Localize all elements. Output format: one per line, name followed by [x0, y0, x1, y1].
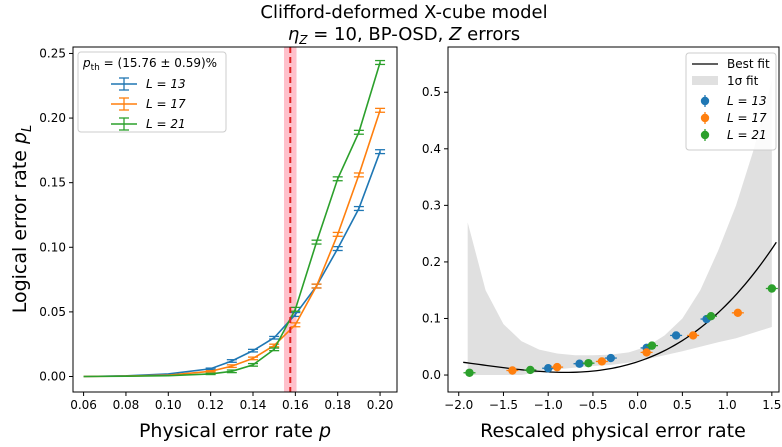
- right-x-tick-label: −0.5: [578, 398, 607, 412]
- right-legend-label: L = 21: [727, 128, 767, 142]
- right-y-tick-label: 0.1: [422, 311, 441, 325]
- right-y-tick-label: 0.5: [422, 85, 441, 99]
- title-mid: = 10, BP-OSD,: [308, 24, 450, 45]
- left-series-1: [83, 149, 386, 378]
- title-z: Z: [448, 24, 462, 45]
- left-x-tick-label: 0.20: [367, 398, 394, 412]
- left-series-line: [83, 62, 381, 378]
- right-x-tick-label: 0.5: [673, 398, 692, 412]
- right-x-label: Rescaled physical error rate: [480, 420, 746, 442]
- right-data-point: [543, 364, 553, 373]
- right-x-tick-label: 1.0: [718, 398, 737, 412]
- right-data-point: [733, 308, 743, 318]
- left-y-ticks: 0.00 0.05 0.10 0.15 0.20 0.25: [39, 46, 73, 383]
- figure-title-line1: Clifford-deformed X-cube model: [260, 2, 547, 23]
- left-legend-item: L = 17: [111, 97, 186, 111]
- right-x-tick-label: −1.5: [489, 398, 518, 412]
- left-series-lines: [83, 59, 386, 378]
- right-data-point: [597, 357, 607, 366]
- right-y-tick-label: 0.3: [422, 198, 441, 212]
- right-data-point: [465, 368, 474, 377]
- right-fit-band: [467, 80, 772, 376]
- left-x-tick-label: 0.10: [155, 398, 182, 412]
- left-legend-title: pth = (15.76 ± 0.59)%: [82, 56, 217, 73]
- right-series-2: [506, 308, 744, 375]
- right-x-ticks: −2.0 −1.5 −1.0 −0.5 0.0 0.5 1.0 1.5: [444, 392, 781, 412]
- right-legend-label: 1σ fit: [727, 74, 759, 88]
- right-legend-item-fit: Best fit: [692, 57, 770, 71]
- left-y-label: Logical error rate pL: [9, 125, 35, 314]
- left-x-tick-label: 0.12: [197, 398, 224, 412]
- left-axes-frame: [72, 46, 398, 393]
- right-y-tick-label: 0.4: [422, 142, 441, 156]
- left-legend-label: L = 21: [146, 117, 186, 131]
- right-data-point: [767, 284, 777, 293]
- left-legend-box: [77, 51, 227, 133]
- right-y-tick-label: 0.2: [422, 255, 441, 269]
- right-data-point: [642, 348, 651, 357]
- right-axes-frame: [447, 46, 780, 393]
- left-series-2: [83, 107, 386, 378]
- left-y-tick-label: 0.10: [39, 240, 66, 254]
- right-data-point: [584, 358, 593, 368]
- left-y-tick-label: 0.15: [39, 176, 66, 190]
- right-data-point: [575, 359, 584, 368]
- right-legend-label: L = 17: [727, 111, 767, 125]
- right-data-point: [526, 365, 535, 375]
- right-x-tick-label: −1.0: [534, 398, 563, 412]
- right-legend-item-band: 1σ fit: [692, 74, 759, 88]
- left-y-tick-label: 0.05: [39, 305, 66, 319]
- right-series-3: [463, 284, 778, 377]
- right-legend-label: L = 13: [727, 94, 767, 108]
- fit-band-area: [467, 80, 772, 376]
- left-x-tick-label: 0.14: [240, 398, 267, 412]
- right-data-point: [647, 341, 657, 350]
- left-series-3: [83, 59, 386, 378]
- title-eta-sub: Z: [298, 33, 308, 47]
- right-series-points: [463, 284, 778, 377]
- left-legend-label: L = 13: [146, 77, 186, 91]
- title-end: errors: [461, 24, 520, 45]
- figure-title-line2: ηZ = 10, BP-OSD, Z errors: [288, 24, 520, 47]
- right-data-point: [552, 362, 562, 372]
- right-x-tick-label: 1.5: [762, 398, 781, 412]
- left-x-ticks: 0.06 0.08 0.10 0.12 0.14 0.16 0.18 0.20: [70, 392, 393, 412]
- right-legend-item: L = 21: [700, 128, 767, 142]
- left-x-label: Physical error rate p: [139, 420, 331, 442]
- left-x-tick-label: 0.18: [324, 398, 351, 412]
- left-y-tick-label: 0.00: [39, 369, 66, 383]
- right-data-point: [606, 353, 616, 363]
- right-legend-label: Best fit: [727, 57, 770, 71]
- left-legend: pth = (15.76 ± 0.59)% L = 13 L = 17 L = 21: [77, 51, 227, 133]
- left-y-tick-label: 0.20: [39, 111, 66, 125]
- right-x-tick-label: 0.0: [628, 398, 647, 412]
- left-chart: 0.06 0.08 0.10 0.12 0.14 0.16 0.18 0.20 0.000.0…: [9, 46, 398, 442]
- right-data-point: [671, 331, 681, 340]
- right-chart: −2.0 −1.5 −1.0 −0.5 0.0 0.5 1.0 1.5 0.00.10.20.…: [422, 46, 781, 442]
- left-x-tick-label: 0.16: [282, 398, 309, 412]
- left-x-tick-label: 0.08: [113, 398, 140, 412]
- right-x-tick-label: −2.0: [444, 398, 473, 412]
- left-legend-item: L = 13: [111, 77, 186, 91]
- right-data-point: [508, 366, 517, 375]
- left-x-tick-label: 0.06: [70, 398, 97, 412]
- left-series-line: [83, 151, 381, 378]
- right-legend: Best fit 1σ fit L = 13 L = 17 L = 21: [685, 52, 777, 151]
- left-series-line: [83, 110, 381, 378]
- right-data-point: [688, 331, 698, 340]
- left-legend-label: L = 17: [146, 97, 186, 111]
- right-legend-item: L = 13: [700, 94, 767, 108]
- right-data-point: [706, 312, 716, 321]
- right-y-ticks: 0.0 0.1 0.2 0.3 0.4 0.5: [422, 85, 448, 382]
- left-y-tick-label: 0.25: [39, 46, 66, 60]
- title-eta: η: [288, 24, 299, 45]
- left-legend-item: L = 21: [111, 117, 186, 131]
- right-y-tick-label: 0.0: [422, 368, 441, 382]
- right-legend-item: L = 17: [700, 111, 767, 125]
